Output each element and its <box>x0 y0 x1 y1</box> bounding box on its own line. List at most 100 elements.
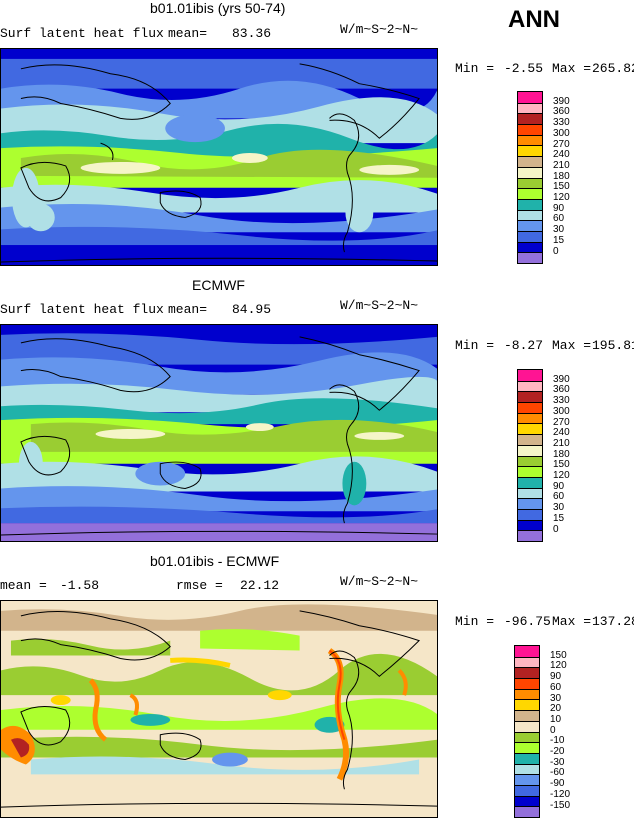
colorbar-swatch <box>518 198 542 210</box>
colorbar-level-label: 180 <box>553 448 570 460</box>
colorbar-swatch <box>515 667 539 679</box>
colorbar-swatch <box>515 688 539 700</box>
colorbar-swatch <box>518 380 542 392</box>
panel3-map <box>0 600 438 818</box>
colorbar-level-label: -120 <box>550 788 571 800</box>
colorbar-level-label: 0 <box>550 724 556 736</box>
colorbar-swatch <box>515 774 539 785</box>
colorbar-level-label: 180 <box>553 170 570 182</box>
panel3-units: W/m~S~2~N~ <box>340 574 419 589</box>
colorbar-swatch <box>518 476 542 488</box>
colorbar-level-label: 210 <box>553 159 570 171</box>
colorbar-level-label: 15 <box>553 234 565 246</box>
colorbar-swatch <box>518 508 542 520</box>
panel1-map <box>0 48 438 266</box>
panel2-map <box>0 324 438 542</box>
colorbar-cells <box>517 369 543 542</box>
panel1-variable: Surf latent heat flux <box>0 26 164 41</box>
colorbar-level-label: 150 <box>550 649 567 661</box>
colorbar-swatch <box>518 519 542 531</box>
panel3-rmse-value: 22.12 <box>240 578 280 593</box>
colorbar-cells <box>517 91 543 264</box>
panel2-variable: Surf latent heat flux <box>0 302 164 317</box>
colorbar-swatch <box>518 466 542 477</box>
colorbar-level-label: 30 <box>553 224 565 236</box>
panel3-title: b01.01ibis - ECMWF <box>150 553 280 569</box>
colorbar-cells <box>514 645 540 818</box>
colorbar-swatch <box>515 646 539 657</box>
colorbar-level-label: 60 <box>553 213 565 225</box>
colorbar-swatch <box>518 188 542 199</box>
panel2-max-label: Max = <box>552 338 592 353</box>
colorbar-swatch <box>518 156 542 167</box>
colorbar-swatch <box>518 102 542 114</box>
colorbar-level-label: 60 <box>550 681 562 693</box>
colorbar-level-label: 90 <box>553 202 565 214</box>
colorbar-level-label: 390 <box>553 95 570 107</box>
panel1-mean-value: 83.36 <box>232 26 272 41</box>
colorbar-swatch <box>515 784 539 796</box>
panel1-min-label: Min = <box>455 61 495 76</box>
colorbar-swatch <box>515 752 539 764</box>
colorbar-swatch <box>518 177 542 189</box>
colorbar-level-label: -30 <box>550 756 565 768</box>
colorbar-level-label: 390 <box>553 373 570 385</box>
colorbar-level-label: 150 <box>553 181 570 193</box>
colorbar-swatch <box>518 530 542 541</box>
panel2-mean-label: mean= <box>168 302 208 317</box>
colorbar-swatch <box>518 230 542 242</box>
colorbar-level-label: 150 <box>553 459 570 471</box>
colorbar-level-label: 120 <box>553 470 570 481</box>
colorbar-swatch <box>515 656 539 668</box>
panel2-min-value: -8.27 <box>504 338 544 353</box>
panel2-max-value: 195.81 <box>592 338 634 353</box>
colorbar-level-label: 330 <box>553 117 570 129</box>
colorbar-level-label: 240 <box>553 149 570 161</box>
colorbar-level-label: 300 <box>553 127 570 139</box>
colorbar-swatch <box>518 391 542 403</box>
colorbar-swatch <box>515 731 539 743</box>
colorbar-swatch <box>518 209 542 221</box>
colorbar-swatch <box>515 742 539 753</box>
panel1-min-value: -2.55 <box>504 61 544 76</box>
colorbar-swatch <box>518 134 542 146</box>
colorbar-level-label: 90 <box>553 480 565 492</box>
panel2-mean-value: 84.95 <box>232 302 272 317</box>
colorbar-swatch <box>518 370 542 381</box>
panel3-max-label: Max = <box>552 614 592 629</box>
colorbar-level-label: -90 <box>550 778 565 790</box>
colorbar-swatch <box>518 166 542 178</box>
colorbar-swatch <box>518 145 542 157</box>
colorbar-swatch <box>515 720 539 732</box>
panel3-max-value: 137.28 <box>592 614 634 629</box>
colorbar-level-label: 30 <box>553 502 565 514</box>
colorbar-level-label: 270 <box>553 138 570 150</box>
colorbar-level-label: 20 <box>550 703 562 715</box>
panel3-min-value: -96.75 <box>504 614 551 629</box>
colorbar-swatch <box>515 795 539 807</box>
panel3-rmse-label: rmse = <box>176 578 223 593</box>
colorbar-swatch <box>518 444 542 456</box>
colorbar-swatch <box>518 455 542 467</box>
colorbar-level-label: 270 <box>553 416 570 428</box>
colorbar-swatch <box>518 113 542 125</box>
colorbar-swatch <box>518 498 542 509</box>
colorbar-level-label: 60 <box>553 491 565 503</box>
colorbar-level-label: 30 <box>550 692 562 704</box>
panel1-max-value: 265.82 <box>592 61 634 76</box>
colorbar-swatch <box>518 220 542 231</box>
colorbar-swatch <box>515 806 539 817</box>
colorbar-level-label: 210 <box>553 437 570 449</box>
colorbar-level-label: 0 <box>553 523 559 535</box>
colorbar-level-label: 240 <box>553 427 570 439</box>
season-title: ANN <box>508 6 560 33</box>
colorbar-level-label: -20 <box>550 746 565 757</box>
colorbar-swatch <box>518 241 542 253</box>
colorbar-level-label: 10 <box>550 713 562 725</box>
colorbar-level-label: 120 <box>550 660 567 672</box>
panel3-mean-label: mean = <box>0 578 47 593</box>
colorbar-swatch <box>518 434 542 445</box>
colorbar-swatch <box>515 710 539 721</box>
colorbar-swatch <box>515 763 539 775</box>
colorbar-swatch <box>518 402 542 413</box>
